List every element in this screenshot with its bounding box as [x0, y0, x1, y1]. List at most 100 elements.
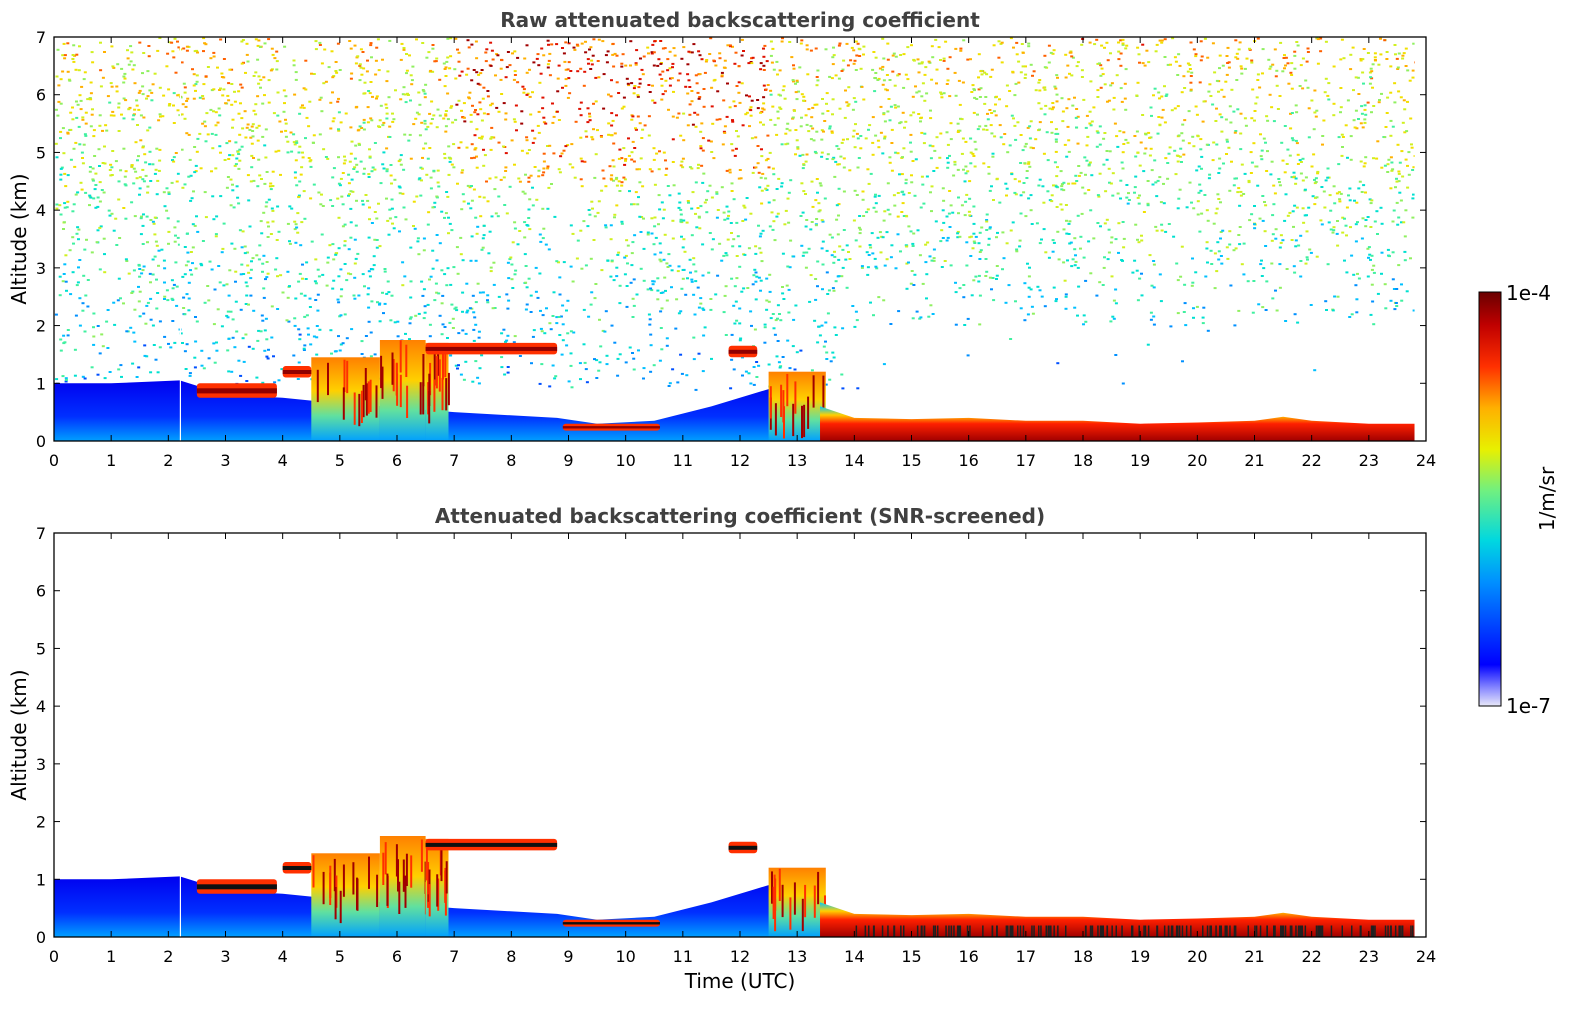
noise-speck [1405, 130, 1409, 133]
noise-speck [1163, 85, 1166, 88]
noise-speck [888, 213, 892, 216]
noise-speck [265, 201, 269, 204]
noise-speck [640, 216, 644, 218]
noise-speck [1403, 235, 1407, 238]
noise-speck [466, 67, 470, 70]
noise-speck [196, 137, 200, 140]
noise-speck [1136, 299, 1140, 302]
noise-speck [585, 381, 589, 384]
noise-speck [142, 213, 145, 216]
noise-speck [233, 346, 237, 349]
noise-speck [321, 273, 325, 276]
noise-speck [490, 49, 494, 52]
noise-speck [1092, 106, 1096, 109]
noise-speck [814, 298, 818, 301]
noise-speck [158, 320, 162, 323]
noise-speck [1401, 57, 1405, 60]
noise-speck [1036, 285, 1040, 288]
noise-speck [842, 59, 846, 62]
noise-speck [1080, 212, 1084, 215]
noise-speck [252, 309, 256, 312]
noise-speck [1076, 266, 1080, 269]
noise-speck [616, 253, 620, 256]
noise-speck [1292, 225, 1295, 228]
noise-speck [183, 350, 187, 353]
noise-speck [961, 81, 965, 84]
noise-speck [450, 105, 454, 108]
noise-speck [1023, 282, 1027, 285]
plume-streak [769, 386, 772, 419]
noise-speck [1253, 119, 1256, 122]
noise-speck [1050, 200, 1054, 203]
noise-speck [1357, 187, 1361, 190]
noise-speck [658, 359, 662, 362]
noise-speck [78, 45, 81, 48]
noise-speck [1316, 62, 1320, 65]
noise-speck [431, 44, 435, 46]
noise-speck [213, 288, 217, 291]
noise-speck [996, 231, 999, 234]
noise-speck [814, 278, 818, 280]
noise-speck [566, 332, 570, 335]
noise-speck [866, 266, 870, 269]
noise-speck [816, 341, 820, 344]
noise-speck [192, 84, 196, 87]
plume-streak [382, 852, 385, 885]
noise-speck [365, 70, 369, 73]
noise-speck [920, 175, 924, 178]
noise-speck [212, 323, 216, 326]
noise-speck [155, 307, 159, 310]
noise-speck [100, 333, 104, 336]
noise-speck [1291, 139, 1295, 142]
noise-speck [745, 111, 749, 114]
noise-speck [511, 241, 515, 244]
noise-speck [1196, 213, 1200, 216]
noise-speck [651, 84, 654, 87]
noise-speck [609, 238, 613, 241]
noise-speck [1323, 91, 1327, 94]
noise-speck [115, 85, 119, 88]
noise-speck [466, 309, 470, 312]
plume-streak [440, 848, 443, 882]
cloud-core [196, 388, 277, 394]
noise-speck [935, 166, 939, 169]
noise-speck [1411, 169, 1415, 171]
noise-speck [225, 142, 229, 145]
noise-speck [914, 158, 918, 161]
noise-speck [244, 281, 248, 284]
noise-speck [762, 96, 766, 99]
noise-speck [428, 147, 432, 149]
noise-speck [1015, 41, 1019, 44]
noise-speck [295, 141, 299, 144]
noise-speck [956, 122, 960, 125]
noise-speck [71, 106, 74, 109]
noise-speck [1295, 41, 1299, 43]
noise-speck [660, 98, 664, 101]
noise-speck [336, 197, 340, 200]
noise-speck [690, 90, 694, 92]
noise-speck [1305, 256, 1309, 259]
noise-speck [840, 70, 844, 72]
noise-speck [831, 158, 835, 161]
noise-speck [191, 223, 195, 226]
noise-speck [1393, 44, 1397, 46]
noise-speck [1071, 182, 1075, 185]
noise-speck [1066, 64, 1070, 67]
noise-speck [146, 129, 150, 132]
noise-speck [472, 156, 476, 159]
noise-speck [821, 288, 824, 291]
noise-speck [1183, 119, 1187, 122]
noise-speck [858, 48, 862, 51]
noise-speck [299, 173, 303, 176]
noise-speck [1110, 82, 1114, 85]
noise-speck [1023, 319, 1027, 322]
noise-speck [546, 66, 550, 69]
noise-speck [334, 252, 338, 255]
noise-speck [167, 230, 171, 233]
noise-speck [230, 83, 234, 85]
noise-speck [350, 140, 354, 143]
noise-speck [402, 206, 406, 209]
noise-speck [628, 190, 631, 193]
noise-speck [881, 37, 885, 40]
noise-speck [1023, 145, 1027, 148]
